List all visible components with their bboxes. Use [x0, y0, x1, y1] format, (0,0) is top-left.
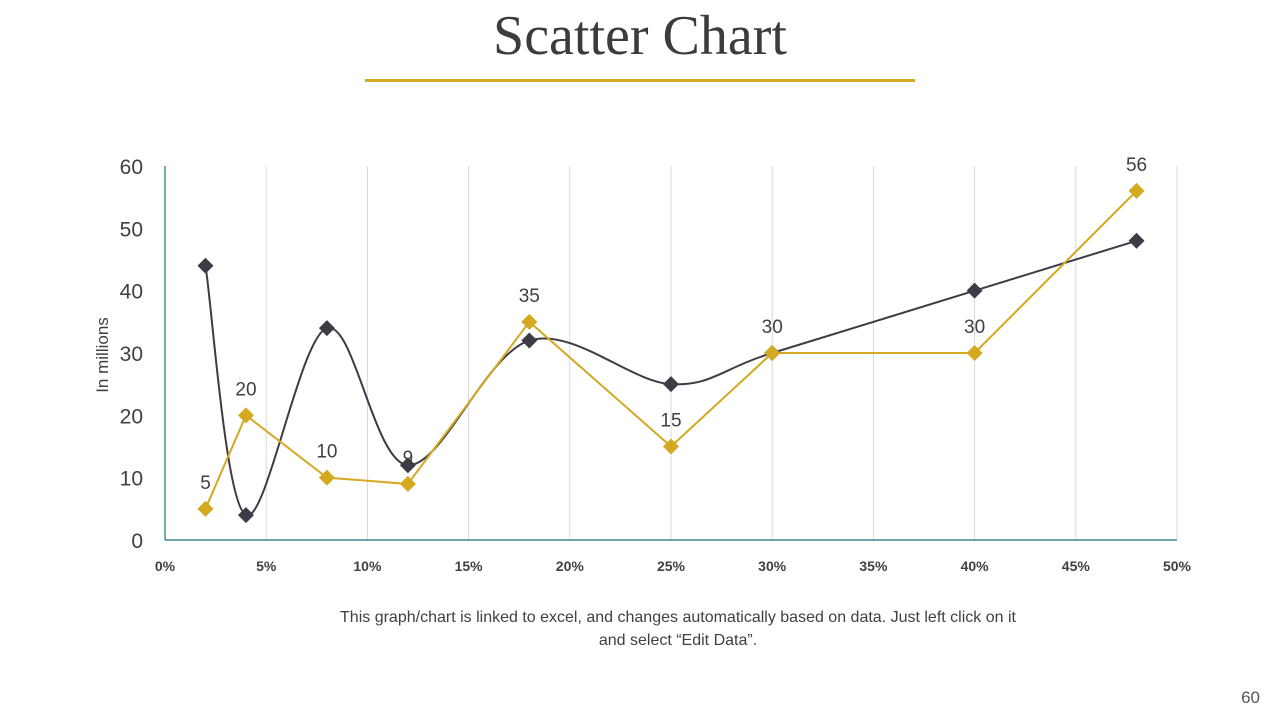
x-tick-label: 40% [961, 558, 990, 574]
x-tick-label: 50% [1163, 558, 1192, 574]
axes [164, 166, 1177, 541]
series-2-point[interactable] [197, 500, 214, 517]
data-label: 9 [403, 448, 414, 469]
series-1-point[interactable] [663, 376, 679, 393]
series-1-point[interactable] [521, 332, 538, 349]
series-1-point[interactable] [197, 257, 214, 274]
series-2-point[interactable] [764, 345, 781, 361]
data-label: 10 [316, 442, 337, 463]
series-1-point[interactable] [1128, 232, 1145, 249]
y-tick-label: 50 [120, 218, 143, 241]
data-label: 15 [660, 411, 681, 432]
series-2-point[interactable] [318, 469, 335, 486]
series-2-point[interactable] [521, 313, 538, 330]
series-1-point[interactable] [399, 457, 416, 474]
x-tick-label: 5% [256, 558, 277, 574]
x-tick-label: 10% [353, 558, 382, 574]
series-group [197, 182, 1145, 524]
data-label: 30 [762, 317, 783, 338]
x-tick-label: 15% [455, 558, 484, 574]
page-title: Scatter Chart [493, 5, 787, 67]
y-tick-label: 20 [120, 405, 143, 428]
y-tick-label: 0 [131, 530, 143, 553]
series-1-point[interactable] [966, 282, 983, 299]
x-tick-label: 0% [155, 558, 176, 574]
series-2-point[interactable] [399, 475, 416, 492]
x-tick-label: 25% [657, 558, 686, 574]
y-tick-label: 40 [120, 281, 143, 304]
y-axis-label: In millions [93, 317, 112, 393]
y-tick-label: 10 [120, 468, 143, 491]
series-1-point[interactable] [237, 507, 254, 524]
series-2-point[interactable] [966, 345, 983, 361]
data-labels: 5 20 10 9 35 15 30 30 56 [200, 155, 1147, 494]
series-2-point[interactable] [663, 438, 679, 455]
page-number: 60 [1241, 688, 1260, 707]
series-1-point[interactable] [318, 320, 335, 337]
series-2-point[interactable] [237, 407, 254, 424]
data-label: 5 [200, 473, 211, 494]
x-tick-label: 30% [758, 558, 787, 574]
x-tick-label: 35% [859, 558, 888, 574]
y-tick-label: 60 [120, 156, 143, 179]
chart-caption: This graph/chart is linked to excel, and… [340, 609, 1016, 649]
series-2-point[interactable] [1128, 182, 1145, 199]
y-tick-label: 30 [120, 343, 143, 366]
x-tick-label: 45% [1062, 558, 1091, 574]
data-label: 30 [964, 317, 985, 338]
data-label: 20 [235, 379, 256, 400]
x-tick-label: 20% [556, 558, 585, 574]
tick-labels: 0% 5% 10% 15% 20% 25% 30% 35% 40% 45% 50% 0 10 20 30 40… [120, 156, 1192, 574]
data-label: 35 [519, 286, 540, 307]
data-label: 56 [1126, 155, 1147, 176]
title-underline [365, 79, 915, 82]
